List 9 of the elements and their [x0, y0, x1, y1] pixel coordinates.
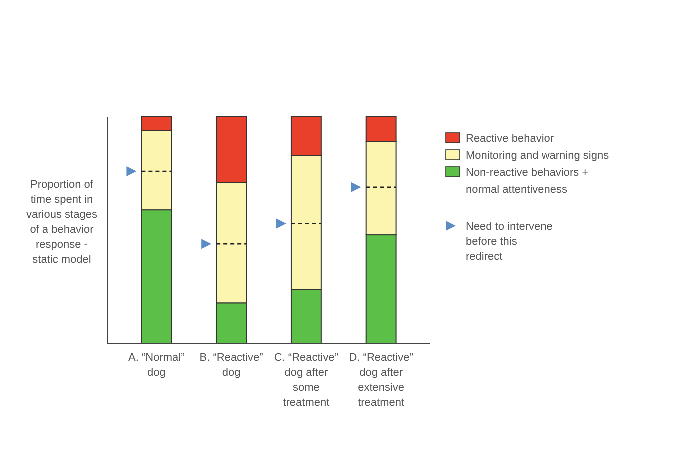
legend-label: Non-reactive behaviors + normal attentiveness — [466, 167, 589, 196]
x-tick-label: B. “Reactive” dog — [200, 352, 264, 379]
x-tick-label: A. “Normal” dog — [128, 352, 186, 379]
x-tick-label: D. “Reactive” dog after extensive treatment — [349, 352, 414, 409]
legend-label: Monitoring and warning signs — [466, 150, 610, 162]
y-axis-title: Proportion of time spent in various stages of a behavior response - static model — [26, 179, 98, 266]
x-tick-label: C. “Reactive” dog after some treatment — [274, 352, 339, 409]
text: Need to intervene before this redirect — [466, 221, 553, 263]
legend-label: Reactive behavior — [466, 133, 554, 145]
